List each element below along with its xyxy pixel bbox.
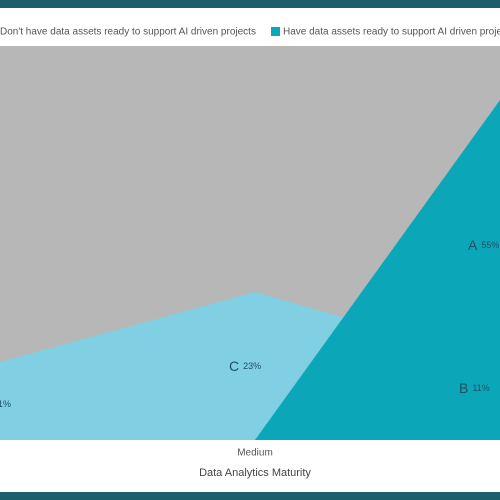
legend: Don't have data assets ready to support …: [0, 27, 500, 38]
legend-label: Don't have data assets ready to support …: [0, 27, 256, 38]
plot-area: [0, 46, 500, 440]
top-border: [0, 0, 500, 8]
bottom-border: [0, 492, 500, 500]
annotation-value: 23%: [243, 361, 261, 371]
annotation-value: 1%: [0, 399, 11, 409]
annotation-letter: A: [468, 237, 478, 253]
legend-label: Have data assets ready to support AI dri…: [283, 27, 500, 38]
annotation-letter: B: [459, 380, 468, 396]
annotation: 1%: [0, 399, 11, 409]
x-axis-title: Data Analytics Maturity: [199, 467, 311, 479]
annotation-value: 55%: [481, 240, 499, 250]
area-have: [255, 100, 500, 440]
x-tick-label: Medium: [237, 448, 273, 459]
annotation: B 11%: [459, 380, 490, 396]
annotation: C 23%: [229, 358, 261, 374]
area-segment-light: [0, 292, 345, 440]
annotation: A 55%: [468, 237, 499, 253]
legend-swatch: [271, 27, 280, 36]
annotation-letter: C: [229, 358, 239, 374]
labels: A 55% B 11% C 23% 1% Medium Data Analytics Matur…: [0, 237, 499, 479]
annotation-value: 11%: [472, 383, 489, 393]
